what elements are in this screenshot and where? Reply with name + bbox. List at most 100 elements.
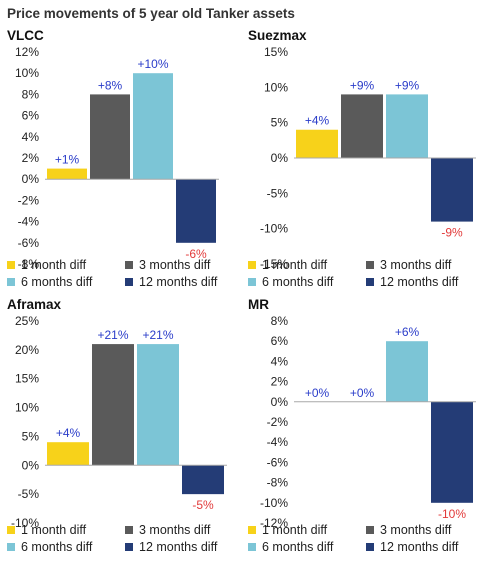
- data-label: +21%: [142, 328, 173, 342]
- y-tick-label: -8%: [18, 257, 40, 271]
- y-tick-label: 5%: [271, 116, 289, 130]
- y-tick-label: -15%: [260, 257, 288, 271]
- data-label: +0%: [350, 386, 375, 400]
- data-label: +1%: [55, 153, 80, 167]
- legend-item: 12 months diff: [366, 540, 458, 554]
- aframax-chart-panel: Aframax 25% 20% 15% 10% 5% 0% -5% -10% +4% +21% +2…: [7, 297, 247, 567]
- legend-label: 12 months diff: [139, 540, 218, 554]
- mr-chart-plot: 8% 6% 4% 2% 0% -2% -4% -6% -8% -10% -12% +0% +0% +6% -…: [260, 314, 476, 530]
- bar-3: [386, 341, 428, 402]
- bar-2: [341, 94, 383, 158]
- legend-label: 12 months diff: [139, 275, 218, 289]
- legend-swatch: [248, 278, 256, 286]
- panel-title: Suezmax: [248, 28, 307, 43]
- data-label: +8%: [98, 78, 123, 92]
- suezmax-chart-plot: 15% 10% 5% 0% -5% -10% -15% +4% +9% +9% -9%: [260, 45, 476, 271]
- y-tick-label: -5%: [267, 186, 289, 200]
- legend-swatch: [7, 261, 15, 269]
- data-label: -10%: [438, 507, 466, 521]
- legend-item: 6 months diff: [248, 275, 333, 289]
- legend-label: 1 month diff: [262, 258, 328, 272]
- y-tick-label: -2%: [267, 415, 289, 429]
- data-label: +4%: [56, 426, 81, 440]
- legend-item: 6 months diff: [7, 275, 92, 289]
- legend-item: 3 months diff: [366, 258, 451, 272]
- data-label: -5%: [192, 498, 214, 512]
- bar-2: [90, 94, 130, 180]
- legend-item: 1 month diff: [7, 523, 86, 537]
- suezmax-chart-panel: Suezmax 15% 10% 5% 0% -5% -10% -15% +4% +9% +9% -9…: [248, 28, 488, 298]
- data-label: +0%: [305, 386, 330, 400]
- data-label: +10%: [137, 57, 168, 71]
- figure-title: Price movements of 5 year old Tanker ass…: [7, 6, 295, 21]
- legend-item: 3 months diff: [125, 523, 210, 537]
- legend-item: 6 months diff: [7, 540, 92, 554]
- y-tick-label: -10%: [260, 222, 288, 236]
- legend-swatch: [125, 261, 133, 269]
- bar-4: [431, 158, 473, 222]
- legend-swatch: [366, 261, 374, 269]
- y-tick-label: 8%: [22, 87, 40, 101]
- y-tick-label: 0%: [271, 151, 289, 165]
- legend-label: 3 months diff: [380, 258, 452, 272]
- legend-swatch: [366, 526, 374, 534]
- legend-item: 6 months diff: [248, 540, 333, 554]
- bar-3: [137, 344, 179, 466]
- legend-swatch: [7, 526, 15, 534]
- legend-swatch: [125, 278, 133, 286]
- y-tick-label: 10%: [264, 80, 288, 94]
- legend-item: 1 month diff: [248, 523, 327, 537]
- y-tick-label: 0%: [271, 395, 289, 409]
- legend-swatch: [366, 543, 374, 551]
- legend-swatch: [366, 278, 374, 286]
- legend-swatch: [7, 278, 15, 286]
- y-tick-label: 2%: [22, 151, 40, 165]
- bar-3: [386, 94, 428, 158]
- data-label: -6%: [185, 247, 207, 261]
- y-tick-label: -10%: [11, 516, 39, 530]
- legend-item: 1 month diff: [248, 258, 327, 272]
- data-label: +9%: [395, 78, 420, 92]
- legend-label: 1 month diff: [21, 258, 87, 272]
- legend-label: 6 months diff: [262, 275, 334, 289]
- y-tick-label: 6%: [271, 334, 289, 348]
- legend-swatch: [248, 261, 256, 269]
- vlcc-chart-plot: 12% 10% 8% 6% 4% 2% 0% -2% -4% -6% -8% +1% +8% +10% -6…: [15, 45, 219, 271]
- y-tick-label: 5%: [22, 429, 40, 443]
- data-label: +9%: [350, 78, 375, 92]
- y-tick-label: 8%: [271, 314, 289, 328]
- bar-1: [296, 129, 338, 158]
- legend-swatch: [125, 543, 133, 551]
- data-label: +21%: [97, 328, 128, 342]
- vlcc-chart-panel: VLCC 12% 10% 8% 6% 4% 2% 0% -2% -4% -6% -8% +1% +8% +…: [7, 28, 247, 298]
- bar-3: [133, 73, 173, 180]
- y-tick-label: 0%: [22, 172, 40, 186]
- bar-4: [182, 465, 224, 495]
- y-tick-label: 20%: [15, 343, 39, 357]
- y-tick-label: -12%: [260, 516, 288, 530]
- legend-swatch: [7, 543, 15, 551]
- y-tick-label: 4%: [22, 130, 40, 144]
- bar-4: [176, 179, 216, 243]
- legend-label: 12 months diff: [380, 540, 459, 554]
- legend-label: 3 months diff: [139, 258, 211, 272]
- y-tick-label: 6%: [22, 109, 40, 123]
- legend-swatch: [248, 543, 256, 551]
- y-tick-label: -4%: [267, 435, 289, 449]
- legend-label: 6 months diff: [21, 275, 93, 289]
- legend-swatch: [125, 526, 133, 534]
- y-tick-label: 15%: [264, 45, 288, 59]
- panel-title: MR: [248, 297, 269, 312]
- bar-1: [47, 442, 89, 466]
- data-label: +4%: [305, 114, 330, 128]
- y-tick-label: -2%: [18, 193, 40, 207]
- legend-label: 1 month diff: [262, 523, 328, 537]
- y-tick-label: 4%: [271, 354, 289, 368]
- bar-2: [92, 344, 134, 466]
- y-tick-label: -5%: [18, 487, 40, 501]
- legend-item: 12 months diff: [366, 275, 458, 289]
- legend-label: 3 months diff: [139, 523, 211, 537]
- y-tick-label: -6%: [267, 455, 289, 469]
- y-tick-label: 10%: [15, 401, 39, 415]
